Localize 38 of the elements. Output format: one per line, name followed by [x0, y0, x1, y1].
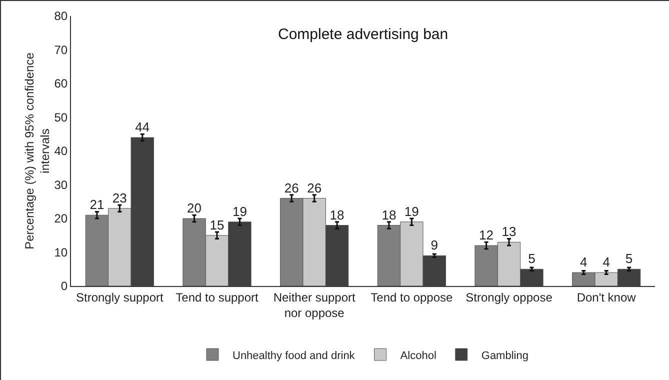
y-axis-title: Percentage (%) with 95% confidence intervals [22, 52, 52, 250]
data-label: 18 [382, 207, 396, 222]
data-label: 26 [284, 180, 299, 196]
data-label: 9 [430, 238, 438, 253]
x-tick-label: Neither support nor oppose [273, 290, 356, 320]
y-tick-label: 80 [54, 9, 68, 24]
data-label: 20 [187, 200, 202, 216]
x-tick-label: Don't know [576, 290, 636, 304]
y-tick-label: 30 [54, 178, 68, 192]
data-label: 4 [580, 254, 588, 270]
data-label: 44 [135, 120, 150, 134]
y-tick-label: 50 [54, 110, 68, 124]
data-label: 26 [307, 180, 322, 196]
y-tick-label: 60 [54, 76, 68, 91]
y-tick-label: 20 [54, 212, 68, 226]
y-tick-label: 70 [54, 42, 68, 57]
legend-label: Unhealthy food and drink [232, 350, 356, 362]
data-label: 5 [625, 251, 633, 266]
data-label: 15 [210, 217, 224, 232]
x-tick-label: Tend to support [176, 290, 260, 304]
data-label: 19 [232, 204, 247, 219]
text: Complete advertising ban [278, 26, 448, 43]
data-label: 12 [479, 228, 494, 242]
y-tick-label: 40 [54, 144, 68, 158]
y-tick-label: 10 [54, 245, 68, 260]
x-tick-label: Strongly support [76, 290, 164, 304]
legend-label: Alcohol [400, 350, 436, 362]
data-label: 19 [404, 204, 419, 219]
data-label: 13 [502, 224, 516, 240]
data-label: 21 [90, 197, 104, 212]
data-label: 23 [112, 190, 127, 206]
legend-label: Gambling [481, 350, 528, 362]
data-label: 4 [602, 254, 610, 270]
x-tick-label: Strongly oppose [466, 290, 553, 304]
data-label: 5 [528, 251, 536, 266]
y-tick-label: 0 [60, 279, 68, 294]
x-tick-label: Tend to oppose [370, 290, 454, 304]
data-label: 18 [330, 207, 344, 222]
